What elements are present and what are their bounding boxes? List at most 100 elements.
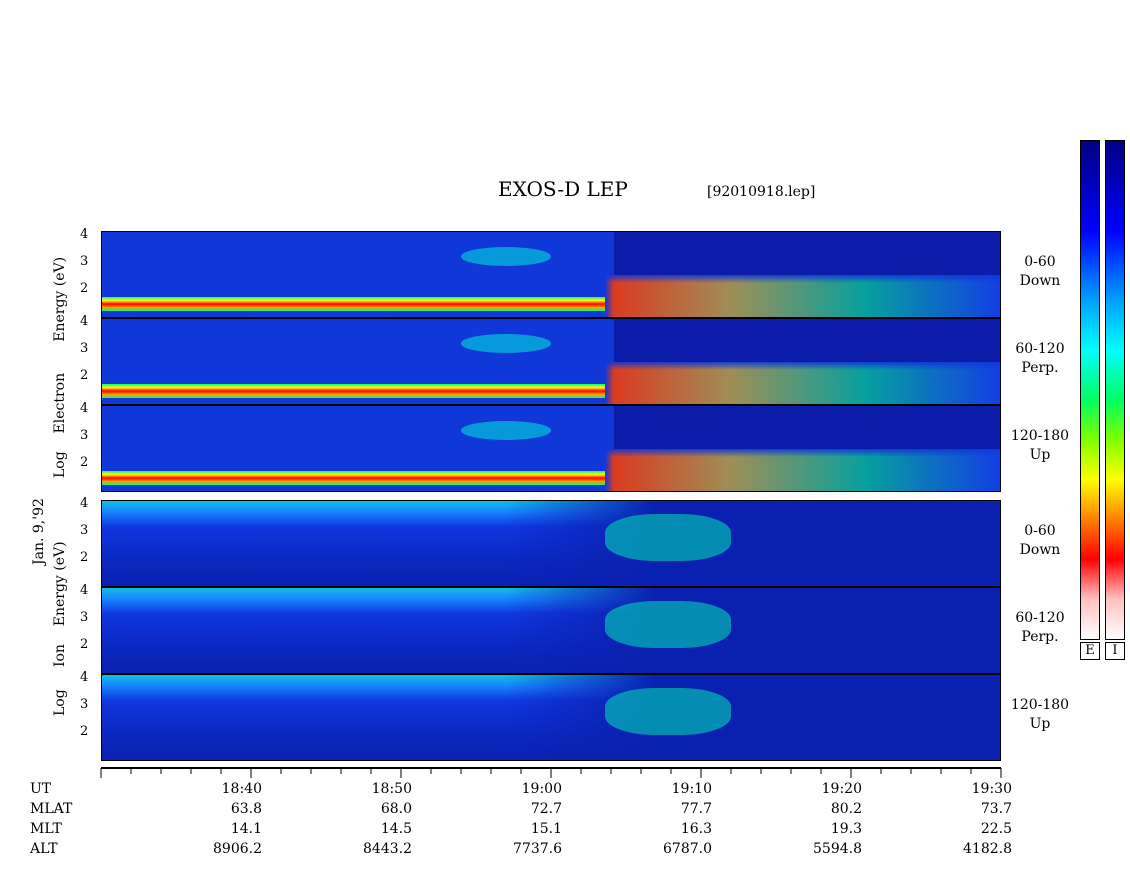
ephemeris-row-label: UT [30,781,52,797]
ion-ylabel-species: Ion [52,644,68,668]
ytick-label: 2 [80,724,89,739]
ytick-label: 3 [80,697,89,712]
ephemeris-value: 14.1 [230,821,262,837]
ephemeris-value: 8443.2 [363,841,412,857]
ephemeris-value: 63.8 [230,801,262,817]
ion-enhancement [604,687,731,735]
pitch-angle-label: 0-60 Down [1005,522,1075,560]
low-energy-band [102,384,605,398]
ytick-label: 2 [80,455,89,470]
ytick-label: 2 [80,281,89,296]
ephemeris-value: 4182.8 [963,841,1012,857]
ephemeris-row-label: MLAT [30,801,73,817]
ephemeris-value: 77.7 [680,801,712,817]
ytick-label: 4 [80,670,89,685]
ephemeris-value: 22.5 [980,821,1012,837]
ion-fade [506,588,1000,673]
ephemeris-value: 19.3 [830,821,862,837]
ytick-label: 4 [80,314,89,329]
pitch-angle-range: 120-180 [1010,697,1070,713]
file-label: [92010918.lep] [707,184,816,200]
ytick-label: 3 [80,523,89,538]
panel-i-up [101,674,1001,761]
mid-energy-arc [461,247,551,266]
ephemeris-value: 6787.0 [663,841,712,857]
panel-i-down [101,500,1001,587]
ion-colorbar [1105,140,1125,640]
ion-ylabel-log: Log [52,689,68,716]
ephemeris-value: 5594.8 [813,841,862,857]
ephemeris-row-label: MLT [30,821,62,837]
ion-fade [506,501,1000,586]
ytick-label: 2 [80,550,89,565]
ephemeris-value: 14.5 [380,821,412,837]
ytick-label: 3 [80,428,89,443]
panel-e-perp [101,318,1001,405]
ephemeris-value: 80.2 [830,801,862,817]
pitch-angle-direction: Perp. [1021,360,1059,376]
electron-colorbar [1080,140,1100,640]
ion-colorbar-label: I [1105,642,1125,660]
electron-ylabel-species: Electron [52,372,68,434]
chart-title: EXOS-D LEP [498,177,628,201]
ytick-label: 4 [80,583,89,598]
ephemeris-value: 18:40 [221,781,262,797]
pitch-angle-direction: Down [1019,542,1061,558]
pitch-angle-range: 0-60 [1024,523,1056,539]
pitch-angle-label: 120-180 Up [1005,696,1075,734]
chart-title-row: EXOS-D LEP [92010918.lep] [0,177,1130,207]
pitch-angle-direction: Perp. [1021,629,1059,645]
pitch-angle-range: 0-60 [1024,254,1056,270]
panel-e-up [101,405,1001,492]
pitch-angle-label: 60-120 Perp. [1005,609,1075,647]
ephemeris-value: 19:30 [971,781,1012,797]
mid-energy-arc [461,334,551,353]
ephemeris-value: 19:10 [671,781,712,797]
electron-colorbar-label: E [1080,642,1100,660]
upper-dark-region [613,319,1000,362]
ephemeris-value: 16.3 [680,821,712,837]
panel-i-perp [101,587,1001,674]
pitch-angle-label: 0-60 Down [1005,253,1075,291]
mid-energy-arc [461,421,551,440]
ephemeris-row-label: ALT [30,841,58,857]
ion-ylabel-unit: (eV) [52,541,68,571]
electron-ylabel-log: Log [52,451,68,478]
pitch-angle-direction: Down [1019,273,1061,289]
pitch-angle-label: 60-120 Perp. [1005,340,1075,378]
ytick-label: 3 [80,254,89,269]
ytick-label: 2 [80,368,89,383]
electron-ylabel: Log Electron Energy (eV) [52,257,68,478]
ion-ylabel: Log Ion Energy (eV) [52,541,68,716]
ephemeris-value: 73.7 [980,801,1012,817]
ephemeris-value: 8906.2 [213,841,262,857]
time-axis [100,767,1002,778]
ytick-label: 4 [80,227,89,242]
pitch-angle-direction: Up [1029,447,1051,463]
ion-enhancement [604,513,731,561]
pitch-angle-range: 60-120 [1015,610,1065,626]
pitch-angle-direction: Up [1029,716,1051,732]
ytick-label: 4 [80,496,89,511]
electron-ylabel-energy: Energy [52,290,68,342]
upper-dark-region [613,232,1000,275]
pitch-angle-label: 120-180 Up [1005,427,1075,465]
ephemeris-value: 7737.6 [513,841,562,857]
ephemeris-value: 18:50 [371,781,412,797]
ytick-label: 4 [80,401,89,416]
ephemeris-value: 15.1 [530,821,562,837]
pitch-angle-range: 120-180 [1010,428,1070,444]
ion-enhancement [604,600,731,648]
pitch-angle-range: 60-120 [1015,341,1065,357]
ion-fade [506,675,1000,760]
ytick-label: 2 [80,637,89,652]
ephemeris-value: 19:20 [821,781,862,797]
upper-dark-region [613,406,1000,449]
low-energy-band [102,297,605,311]
ephemeris-value: 19:00 [521,781,562,797]
ytick-label: 3 [80,341,89,356]
electron-ylabel-unit: (eV) [52,256,68,287]
ion-ylabel-energy: Energy [52,575,68,627]
ephemeris-value: 72.7 [530,801,562,817]
low-energy-band [102,471,605,485]
